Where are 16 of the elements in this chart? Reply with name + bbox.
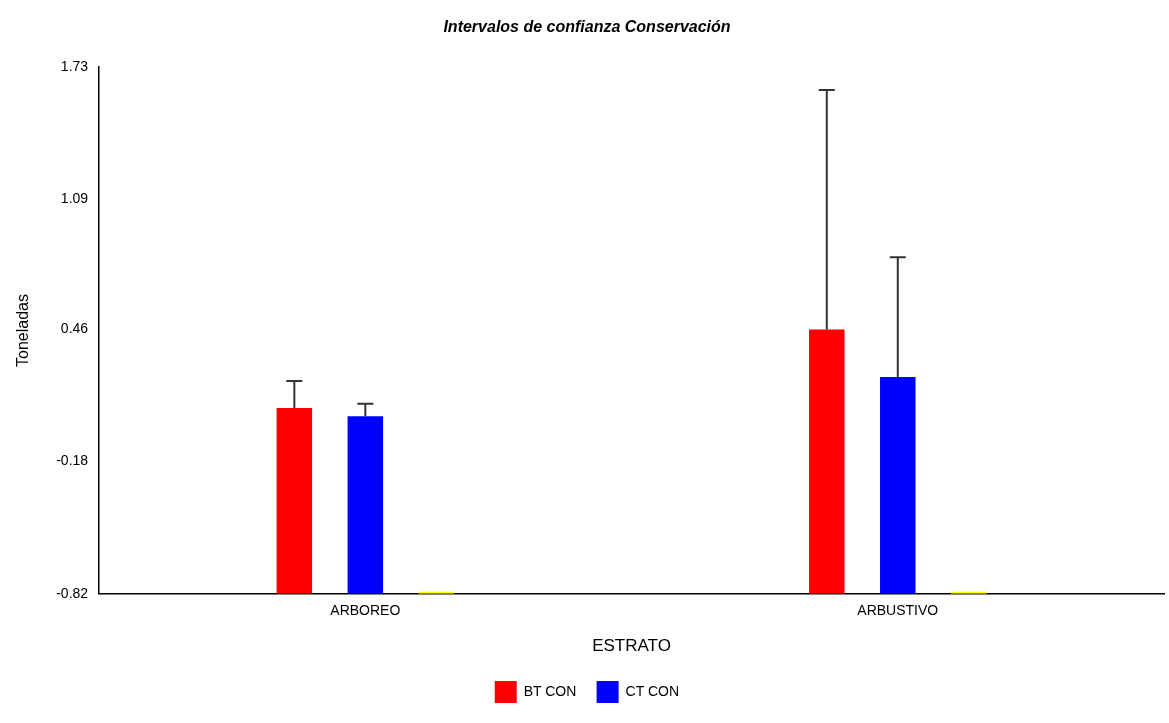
bar [809,329,845,594]
bar [276,407,313,594]
y-tick-label: -0.82 [56,584,89,601]
legend-label: CT CON [625,682,680,699]
legend-label: BT CON [523,682,577,699]
bar [347,416,384,594]
y-axis-title: Toneladas [14,294,32,367]
y-tick-label: 0.46 [60,320,89,337]
x-tick-label: ARBOREO [330,602,401,619]
y-tick-label: 1.09 [60,190,89,207]
y-tick-label: -0.18 [56,452,89,469]
bar [880,376,916,594]
y-tick-label: 1.73 [60,58,89,75]
x-tick-label: ARBUSTIVO [857,602,939,619]
chart-title: Intervalos de confianza Conservación [443,18,731,36]
x-axis-title: ESTRATO [592,636,671,656]
